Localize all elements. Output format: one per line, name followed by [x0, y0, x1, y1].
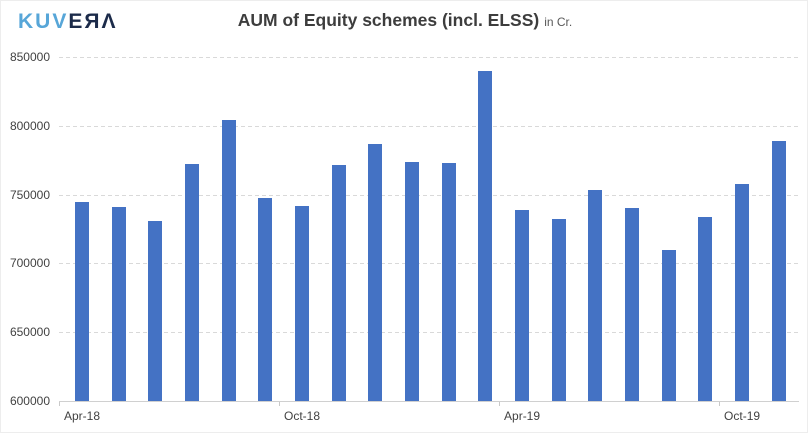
bar-aug-19: [661, 249, 676, 401]
bar-nov-19: [771, 140, 786, 401]
bar-oct-19: [735, 184, 750, 401]
x-axis-tick-2: [499, 402, 500, 406]
bar-oct-18: [295, 205, 310, 401]
x-axis-label-apr-18: Apr-18: [63, 409, 101, 423]
gridline-750000: [59, 194, 799, 196]
gridline-800000: [59, 125, 799, 127]
logo-text-kuv: KUV: [18, 10, 69, 33]
y-axis-label-600000: 600000: [9, 394, 50, 408]
bar-aug-18: [221, 119, 236, 401]
x-axis-label-oct-19: Oct-19: [724, 409, 761, 423]
x-axis-tick-0: [59, 402, 60, 406]
y-axis-label-850000: 850000: [9, 50, 50, 64]
bar-apr-18: [75, 202, 89, 401]
x-axis-tick-1: [279, 402, 280, 406]
bar-may-19: [551, 219, 566, 401]
bar-feb-19: [441, 162, 456, 401]
logo-text-era: EЯΛ: [68, 10, 118, 33]
bar-jul-19: [625, 208, 640, 401]
gridline-850000: [59, 57, 799, 58]
x-axis-tick-3: [719, 402, 720, 406]
y-axis-label-750000: 750000: [9, 187, 50, 202]
bar-nov-18: [331, 165, 346, 401]
bar-sep-18: [258, 198, 273, 401]
bar-mar-19: [478, 70, 493, 401]
x-axis-line: [59, 401, 799, 402]
x-axis-label-apr-19: Apr-19: [504, 409, 541, 423]
y-axis-label-650000: 650000: [9, 325, 50, 340]
bar-jun-19: [588, 189, 603, 401]
chart-title: AUM of Equity schemes (incl. ELSS) in Cr.: [65, 10, 745, 31]
bar-jan-19: [405, 161, 420, 401]
chart-title-text: AUM of Equity schemes (incl. ELSS): [237, 10, 540, 30]
bar-jul-18: [185, 163, 199, 401]
y-axis-label-800000: 800000: [9, 118, 50, 133]
kuvera-logo[interactable]: KUVEЯΛ: [18, 9, 117, 35]
x-axis-label-oct-18: Oct-18: [284, 409, 321, 423]
bar-jun-18: [148, 220, 163, 401]
bar-may-18: [111, 206, 126, 401]
gridline-700000: [59, 263, 799, 265]
chart-title-suffix: in Cr.: [544, 15, 573, 29]
bar-dec-18: [368, 144, 383, 401]
gridline-650000: [59, 332, 799, 334]
bar-sep-19: [698, 217, 713, 401]
bar-apr-19: [515, 210, 530, 401]
y-axis-label-700000: 700000: [9, 256, 50, 271]
